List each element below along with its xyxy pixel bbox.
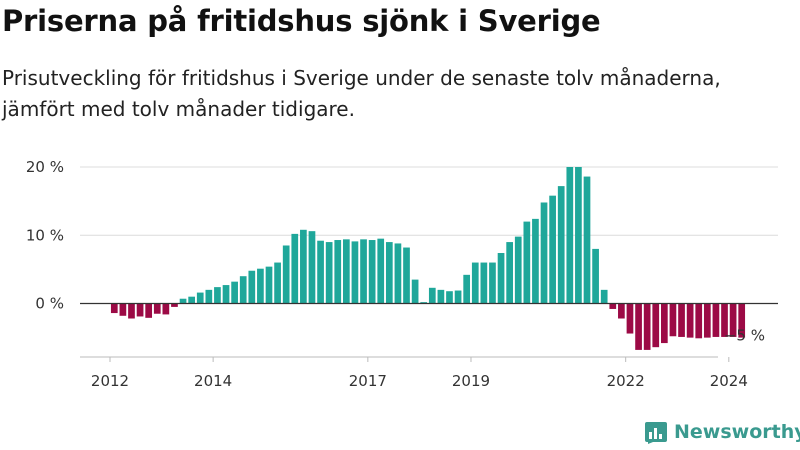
bar-2015-10 bbox=[300, 229, 307, 304]
x-tick-label: 2017 bbox=[349, 372, 387, 390]
newsworthy-logo: Newsworthy bbox=[644, 420, 800, 444]
bar-2020-10 bbox=[557, 186, 565, 304]
chart-subtitle: Prisutveckling för fritidshus i Sverige … bbox=[2, 66, 721, 121]
bar-chart: 20 % 10 % 0 % −5 % 2012 2014 2017 2019 2022 2024 bbox=[26, 158, 778, 390]
bar-2013-06 bbox=[179, 298, 187, 304]
bar-2017-08 bbox=[394, 243, 402, 304]
bar-2013-10 bbox=[196, 292, 204, 304]
bar-2017-04 bbox=[377, 238, 385, 304]
bar-2012-04 bbox=[119, 303, 127, 316]
bar-2020-06 bbox=[540, 202, 548, 304]
x-tick-label: 2022 bbox=[607, 372, 645, 390]
bar-2023-04 bbox=[686, 303, 694, 338]
bar-2012-06 bbox=[128, 303, 135, 319]
bar-2014-02 bbox=[214, 287, 221, 304]
bar-2022-08 bbox=[652, 303, 660, 348]
bar-2020-04 bbox=[532, 218, 539, 304]
bar-2017-02 bbox=[368, 240, 376, 304]
bar-2020-08 bbox=[549, 195, 556, 304]
bar-2012-02 bbox=[110, 303, 118, 314]
bar-2022-04 bbox=[635, 303, 642, 350]
x-tick-label: 2012 bbox=[91, 372, 129, 390]
chart-title: Priserna på fritidshus sjönk i Sverige bbox=[2, 4, 601, 38]
axes bbox=[80, 302, 778, 362]
bar-2023-08 bbox=[703, 303, 711, 338]
bar-2018-02 bbox=[420, 302, 428, 304]
bar-2012-12 bbox=[153, 303, 161, 314]
y-tick-label: −5 % bbox=[724, 327, 765, 345]
bar-2015-12 bbox=[308, 231, 316, 304]
bar-2014-04 bbox=[222, 285, 230, 304]
bar-2020-12 bbox=[566, 167, 574, 304]
bar-2019-04 bbox=[480, 262, 488, 304]
bar-2016-02 bbox=[317, 240, 324, 304]
bar-2019-06 bbox=[489, 262, 496, 304]
bar-2015-02 bbox=[265, 266, 273, 304]
bar-2014-08 bbox=[239, 276, 247, 304]
bar-2013-12 bbox=[205, 289, 213, 304]
bar-2021-10 bbox=[609, 303, 617, 309]
bar-2012-08 bbox=[136, 303, 144, 317]
tick-labels: 20 % 10 % 0 % −5 % 2012 2014 2017 2019 2022 2024 bbox=[26, 158, 765, 390]
bar-2018-12 bbox=[463, 274, 471, 304]
bar-2012-10 bbox=[145, 303, 153, 318]
bar-series bbox=[110, 167, 746, 350]
bar-2017-10 bbox=[403, 247, 410, 304]
bar-2022-06 bbox=[643, 303, 651, 350]
bar-2016-04 bbox=[325, 242, 333, 304]
bar-2015-06 bbox=[282, 245, 290, 304]
bar-2018-04 bbox=[428, 287, 436, 304]
bar-2022-02 bbox=[626, 303, 634, 334]
bar-2017-12 bbox=[411, 279, 419, 304]
bar-2017-06 bbox=[385, 242, 393, 304]
bar-2013-04 bbox=[171, 303, 178, 307]
bar-2022-12 bbox=[669, 303, 677, 337]
bar-2023-06 bbox=[695, 303, 703, 339]
bar-2016-08 bbox=[343, 239, 350, 304]
bar-2021-04 bbox=[583, 176, 591, 304]
y-tick-label: 10 % bbox=[26, 226, 64, 244]
bar-2024-04 bbox=[738, 303, 746, 338]
bar-2019-10 bbox=[506, 242, 513, 304]
gridlines bbox=[80, 166, 778, 236]
bar-2021-12 bbox=[618, 303, 625, 319]
bar-2016-12 bbox=[360, 239, 367, 304]
bar-2018-06 bbox=[437, 289, 445, 304]
bar-2015-08 bbox=[291, 233, 299, 304]
bar-2019-02 bbox=[471, 262, 479, 304]
bar-2019-12 bbox=[514, 236, 522, 304]
bar-2021-08 bbox=[600, 289, 608, 304]
bar-2014-06 bbox=[231, 281, 238, 304]
bar-2022-10 bbox=[661, 303, 668, 344]
bar-2018-08 bbox=[446, 291, 453, 304]
y-tick-label: 20 % bbox=[26, 158, 64, 176]
newsworthy-bar-chart-icon bbox=[645, 422, 667, 444]
x-tick-label: 2019 bbox=[452, 372, 490, 390]
y-tick-label: 0 % bbox=[35, 295, 64, 313]
brand-name: Newsworthy bbox=[674, 421, 800, 443]
bar-2015-04 bbox=[274, 262, 281, 304]
bar-2013-02 bbox=[162, 303, 170, 315]
bar-2014-10 bbox=[248, 270, 256, 304]
bar-2020-02 bbox=[523, 221, 531, 304]
bar-2016-06 bbox=[334, 240, 342, 304]
x-tick-label: 2024 bbox=[710, 372, 748, 390]
bar-2014-12 bbox=[257, 268, 264, 304]
bar-2013-08 bbox=[188, 296, 195, 304]
x-tick-label: 2014 bbox=[194, 372, 232, 390]
bar-2016-10 bbox=[351, 241, 359, 304]
bar-2021-02 bbox=[575, 167, 582, 304]
bar-2023-02 bbox=[678, 303, 685, 337]
bar-2024-02 bbox=[729, 303, 737, 337]
bar-2021-06 bbox=[592, 248, 599, 304]
bar-2019-08 bbox=[497, 253, 505, 304]
bar-2023-10 bbox=[712, 303, 720, 337]
bar-2023-12 bbox=[721, 303, 728, 337]
bar-2018-10 bbox=[454, 290, 462, 304]
